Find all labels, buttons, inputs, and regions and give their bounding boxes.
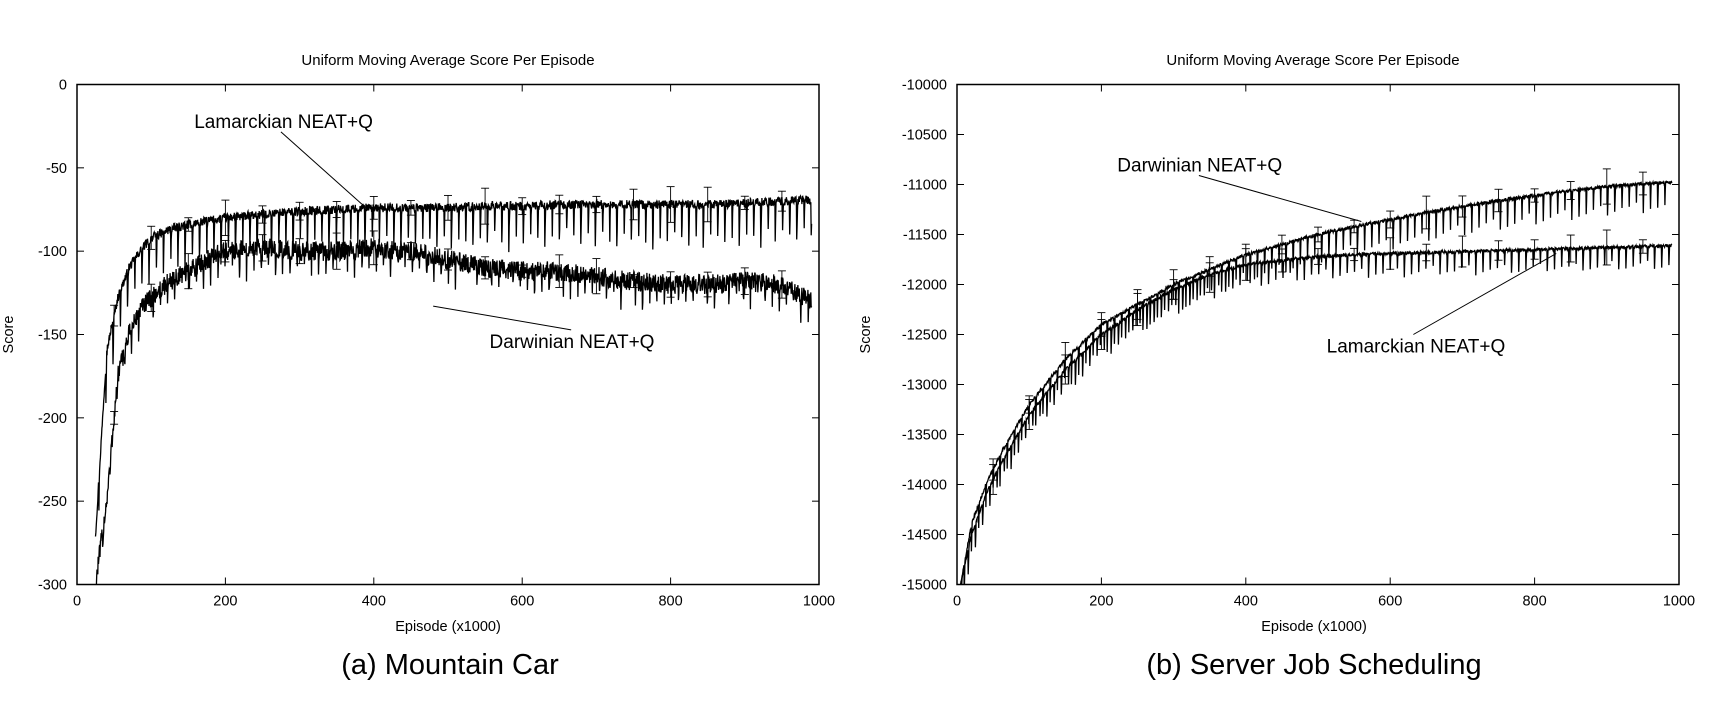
- x-axis-label: Episode (x1000): [1261, 619, 1367, 635]
- x-axis-label: Episode (x1000): [395, 619, 501, 635]
- annotation-leader: [1198, 175, 1362, 222]
- x-tick-label: 600: [510, 594, 534, 610]
- annotations: Darwinian NEAT+Q Lamarckian NEAT+Q: [1117, 156, 1557, 358]
- y-tick-label: -14500: [902, 528, 947, 544]
- series-line-2: [960, 242, 1673, 585]
- x-axis: 0 200 400 600 800 1000: [953, 84, 1695, 610]
- series-line-1: [960, 179, 1673, 585]
- x-tick-label: 200: [1089, 594, 1113, 610]
- plot-frame: [76, 83, 820, 586]
- y-tick-label: -13000: [902, 378, 947, 394]
- series-group: [960, 168, 1673, 585]
- y-axis: 0 -50 -100 -150 -200 -250 -300: [38, 78, 819, 594]
- annotation-leader: [280, 131, 369, 210]
- y-tick-label: -12000: [902, 278, 947, 294]
- y-tick-label: -250: [38, 494, 67, 510]
- caption: (b) Server Job Scheduling: [1146, 649, 1481, 681]
- y-tick-label: -14000: [902, 478, 947, 494]
- y-axis: -10000 -10500 -11000 -11500 -12000 -12500 -130…: [902, 78, 1679, 594]
- annotations: Lamarckian NEAT+Q Darwinian NEAT+Q: [194, 112, 654, 353]
- y-tick-label: -200: [38, 411, 67, 427]
- y-tick-label: -100: [38, 244, 67, 260]
- series-line-1: [94, 194, 813, 537]
- chart-server-job-scheduling: Uniform Moving Average Score Per Episode…: [858, 52, 1695, 681]
- annotation-leader: [1413, 253, 1557, 335]
- y-tick-label: 0: [59, 78, 67, 94]
- x-tick-label: 0: [953, 594, 961, 610]
- caption: (a) Mountain Car: [341, 649, 559, 681]
- x-tick-label: 1000: [1663, 594, 1695, 610]
- chart-title: Uniform Moving Average Score Per Episode: [1166, 52, 1459, 69]
- x-tick-label: 1000: [803, 594, 835, 610]
- annotation-label: Lamarckian NEAT+Q: [1327, 337, 1506, 358]
- annotation-label: Darwinian NEAT+Q: [1117, 156, 1282, 177]
- y-tick-label: -300: [38, 578, 67, 594]
- annotation-label: Darwinian NEAT+Q: [490, 332, 655, 353]
- y-tick-label: -10000: [902, 78, 947, 94]
- y-tick-label: -50: [46, 161, 67, 177]
- y-tick-label: -11000: [903, 178, 947, 194]
- y-tick-label: -10500: [902, 128, 947, 144]
- y-tick-label: -15000: [902, 578, 947, 594]
- y-axis-label: Score: [858, 316, 874, 354]
- y-tick-label: -13500: [902, 428, 947, 444]
- y-tick-label: -12500: [902, 328, 947, 344]
- y-axis-label: Score: [1, 316, 17, 354]
- x-tick-label: 200: [213, 594, 237, 610]
- x-tick-label: 600: [1378, 594, 1402, 610]
- x-tick-label: 800: [658, 594, 682, 610]
- chart-mountain-car: Uniform Moving Average Score Per Episode…: [1, 52, 835, 681]
- x-tick-label: 800: [1522, 594, 1546, 610]
- x-tick-label: 0: [73, 594, 81, 610]
- x-axis: 0 200 400 600 800 1000: [73, 84, 835, 610]
- y-tick-label: -150: [38, 328, 67, 344]
- x-tick-label: 400: [362, 594, 386, 610]
- series-group: [94, 186, 813, 585]
- chart-title: Uniform Moving Average Score Per Episode: [301, 52, 594, 69]
- annotation-label: Lamarckian NEAT+Q: [194, 112, 373, 133]
- plot-frame: [956, 83, 1680, 586]
- series-line-2: [95, 238, 813, 585]
- x-tick-label: 400: [1234, 594, 1258, 610]
- annotation-leader: [433, 305, 572, 331]
- y-tick-label: -11500: [903, 228, 947, 244]
